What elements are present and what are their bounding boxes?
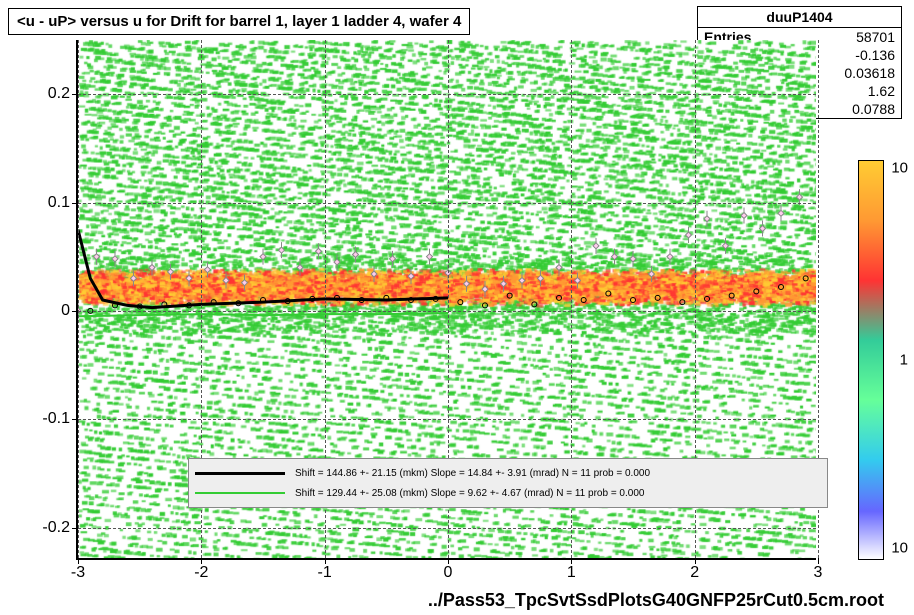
marker-diamond (482, 286, 488, 292)
marker-diamond (630, 256, 636, 262)
legend-row: Shift = 129.44 +- 25.08 (mkm) Slope = 9.… (195, 483, 821, 503)
y-tick-label: -0.2 (42, 519, 78, 537)
x-tick-label: 1 (567, 558, 576, 582)
plot-area: Shift = 144.86 +- 21.15 (mkm) Slope = 14… (76, 40, 816, 560)
marker-diamond (149, 265, 155, 271)
marker-diamond (667, 254, 673, 260)
legend-row: Shift = 144.86 +- 21.15 (mkm) Slope = 14… (195, 463, 821, 483)
x-tick-label: -2 (194, 558, 208, 582)
marker-circle (557, 295, 562, 300)
marker-diamond (334, 259, 340, 265)
stats-name: duuP1404 (698, 7, 901, 28)
marker-diamond (649, 271, 655, 277)
marker-diamond (112, 256, 118, 262)
marker-diamond (390, 256, 396, 262)
marker-diamond (371, 271, 377, 277)
marker-diamond (316, 248, 322, 254)
marker-diamond (741, 213, 747, 219)
marker-diamond (464, 281, 470, 287)
colorbar-label: 10 (891, 540, 908, 557)
marker-diamond (260, 254, 266, 260)
colorbar-label: 1 (900, 352, 908, 369)
marker-diamond (168, 269, 174, 275)
marker-diamond (686, 232, 692, 238)
chart-title: <u - uP> versus u for Drift for barrel 1… (8, 8, 470, 35)
marker-diamond (408, 273, 414, 279)
marker-circle (754, 289, 759, 294)
marker-circle (532, 302, 537, 307)
marker-diamond (797, 194, 803, 200)
marker-diamond (223, 278, 229, 284)
y-tick-label: -0.1 (42, 410, 78, 428)
marker-diamond (131, 275, 137, 281)
x-caption: ../Pass53_TpcSvtSsdPlotsG40GNFP25rCut0.5… (428, 590, 884, 611)
marker-circle (655, 295, 660, 300)
marker-diamond (186, 275, 192, 281)
marker-diamond (519, 278, 525, 284)
marker-circle (803, 276, 808, 281)
marker-circle (779, 285, 784, 290)
x-tick-label: -1 (318, 558, 332, 582)
y-tick-label: 0.1 (48, 194, 78, 212)
marker-diamond (612, 254, 618, 260)
green-fit-curve (78, 313, 448, 316)
marker-circle (483, 303, 488, 308)
y-tick-label: 0 (61, 302, 78, 320)
x-tick-label: 2 (690, 558, 699, 582)
marker-diamond (427, 254, 433, 260)
marker-circle (729, 293, 734, 298)
marker-diamond (704, 216, 710, 222)
marker-diamond (353, 252, 359, 258)
x-tick-label: 3 (814, 558, 823, 582)
marker-diamond (538, 275, 544, 281)
x-tick-label: 0 (444, 558, 453, 582)
marker-diamond (593, 243, 599, 249)
marker-circle (581, 298, 586, 303)
marker-diamond (723, 243, 729, 249)
black-fit-curve (78, 230, 448, 308)
marker-diamond (205, 267, 211, 273)
marker-diamond (501, 281, 507, 287)
marker-circle (705, 296, 710, 301)
marker-diamond (279, 247, 285, 253)
fit-legend: Shift = 144.86 +- 21.15 (mkm) Slope = 14… (188, 458, 828, 508)
marker-diamond (575, 278, 581, 284)
marker-circle (631, 298, 636, 303)
marker-diamond (760, 226, 766, 232)
marker-circle (458, 300, 463, 305)
marker-diamond (556, 265, 562, 271)
marker-diamond (242, 280, 248, 286)
marker-diamond (94, 254, 100, 260)
colorbar-label: 10 (891, 160, 908, 177)
marker-diamond (778, 210, 784, 216)
marker-circle (680, 300, 685, 305)
colorbar (858, 160, 884, 560)
marker-diamond (297, 265, 303, 271)
x-tick-label: -3 (71, 558, 85, 582)
y-tick-label: 0.2 (48, 85, 78, 103)
marker-circle (606, 291, 611, 296)
marker-circle (507, 293, 512, 298)
